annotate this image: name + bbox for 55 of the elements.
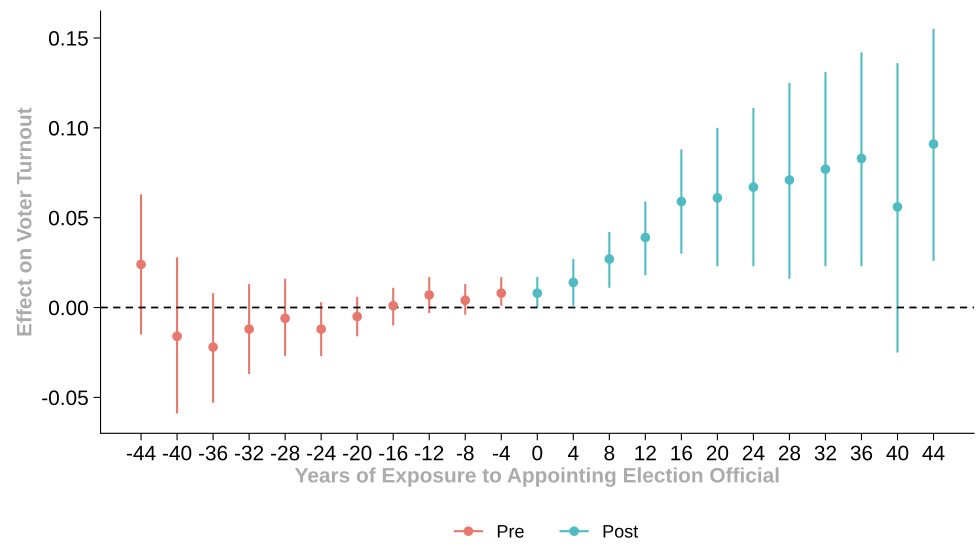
x-tick-label: 24 bbox=[742, 446, 764, 460]
point bbox=[316, 324, 326, 334]
y-tick-label: 0.05 bbox=[48, 210, 88, 226]
point bbox=[712, 193, 722, 203]
x-tick-label: -16 bbox=[379, 446, 408, 460]
point bbox=[676, 196, 686, 206]
point bbox=[388, 300, 398, 311]
point bbox=[892, 202, 902, 212]
x-tick-label: 4 bbox=[568, 446, 578, 460]
point bbox=[820, 164, 830, 174]
x-tick-label: 32 bbox=[814, 446, 836, 460]
x-tick-label: -28 bbox=[271, 446, 300, 460]
point bbox=[856, 154, 866, 164]
x-tick-label: 28 bbox=[778, 446, 800, 460]
legend-label: Post bbox=[604, 525, 638, 538]
x-tick-label: 40 bbox=[886, 446, 908, 460]
point bbox=[280, 313, 290, 324]
x-tick-label: 16 bbox=[671, 446, 692, 460]
y-tick-label: 0.10 bbox=[48, 120, 88, 136]
point bbox=[640, 232, 650, 242]
x-tick-label: -20 bbox=[343, 446, 372, 460]
point bbox=[496, 288, 506, 298]
x-tick-label: 0 bbox=[532, 446, 542, 460]
point bbox=[208, 342, 218, 352]
point bbox=[928, 139, 938, 149]
x-tick-label: 20 bbox=[706, 446, 728, 460]
x-tick-label: -12 bbox=[415, 446, 444, 460]
x-tick-label: -32 bbox=[234, 446, 264, 460]
point bbox=[748, 182, 758, 192]
x-tick-label: -44 bbox=[126, 446, 156, 460]
x-tick-label: 36 bbox=[850, 446, 872, 460]
point bbox=[352, 312, 362, 322]
x-axis-title: Years of Exposure to Appointing Election Official bbox=[294, 467, 779, 487]
point bbox=[424, 290, 434, 300]
x-tick-label: -36 bbox=[198, 446, 228, 460]
y-tick-label: 0.00 bbox=[48, 300, 88, 316]
y-tick-label: 0.15 bbox=[48, 30, 88, 46]
x-tick-label: -24 bbox=[307, 446, 336, 460]
x-tick-label: 8 bbox=[604, 446, 614, 460]
y-tick-label: -0.05 bbox=[42, 390, 88, 406]
x-tick-label: -4 bbox=[492, 446, 510, 460]
point bbox=[172, 331, 182, 342]
point bbox=[604, 254, 614, 264]
point bbox=[532, 288, 542, 298]
point bbox=[784, 175, 794, 185]
point bbox=[460, 295, 470, 306]
point bbox=[568, 278, 578, 288]
x-tick-label: -40 bbox=[162, 446, 192, 460]
y-axis-title: Effect on Voter Turnout bbox=[16, 108, 32, 336]
x-tick-label: -8 bbox=[456, 446, 474, 460]
point bbox=[136, 260, 146, 270]
x-tick-label: 44 bbox=[922, 446, 944, 460]
point bbox=[244, 324, 254, 334]
x-tick-label: 12 bbox=[635, 446, 656, 460]
legend-label: Pre bbox=[498, 525, 524, 538]
